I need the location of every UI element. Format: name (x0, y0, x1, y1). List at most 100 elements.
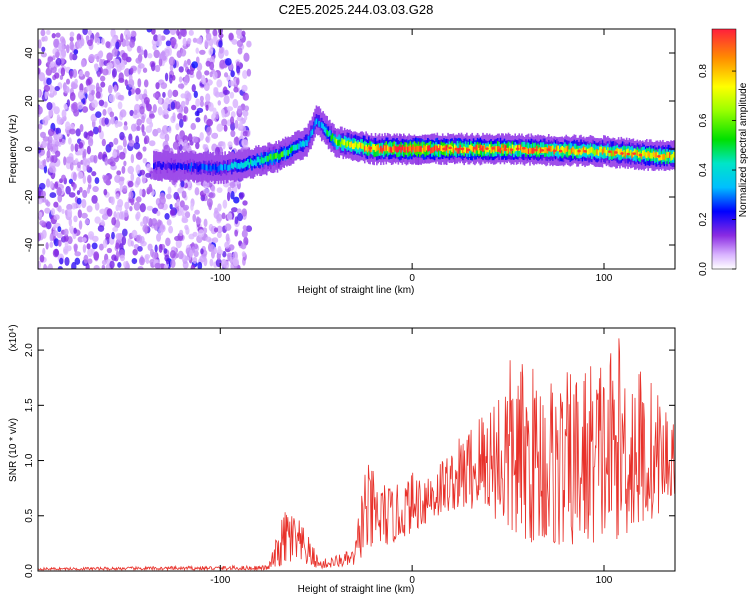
spectrogram-speckle (38, 89, 41, 98)
spectrogram-speckle (98, 151, 103, 160)
spectrogram-speckle (111, 217, 117, 226)
spectrogram-cell (327, 131, 330, 137)
spectrogram-speckle (44, 90, 48, 100)
spectrogram-speckle (154, 262, 162, 269)
spectrogram-speckle (159, 132, 167, 140)
spectrogram-speckle (138, 256, 145, 266)
spectrogram-speckle (63, 103, 68, 110)
spectrogram-cell (588, 148, 590, 155)
spectrogram-speckle (218, 46, 224, 54)
spectrogram-cell (494, 145, 496, 152)
spectrogram-cell (600, 146, 602, 153)
spectrogram-cell (389, 146, 392, 153)
spectrogram-speckle (100, 81, 106, 88)
spectrogram-speckle (188, 29, 194, 36)
spectrogram-cell (566, 145, 569, 152)
spectrogram-speckle (77, 161, 81, 169)
spectrogram-cell (333, 135, 335, 142)
spectrogram-cell (550, 146, 553, 152)
spectrogram-cell (545, 147, 547, 153)
spectrogram-speckle (45, 242, 49, 250)
spectrogram-speckle (239, 192, 244, 200)
spectrogram-speckle (112, 151, 118, 159)
spectrogram-speckle (228, 32, 234, 41)
spectrogram-speckle (45, 221, 52, 230)
spectrogram-speckle (141, 123, 145, 133)
spectrogram-speckle (129, 205, 133, 212)
spectrogram-cell (629, 149, 632, 156)
spectrogram-cell (299, 140, 302, 147)
spectrogram-cell (428, 145, 431, 151)
snr-panel: -100 0 100 0.0 0.5 1.0 1.5 2.0 Height of straig… (8, 324, 676, 595)
spectrogram-cell (388, 146, 390, 153)
spectrogram-speckle (158, 96, 163, 105)
spectrogram-cell (341, 138, 343, 151)
spectrogram-cell (278, 154, 280, 160)
spectrogram-speckle (136, 234, 143, 244)
spectrogram-speckle (175, 239, 182, 249)
spectrogram-cell (453, 144, 456, 151)
spectrogram-speckle (123, 160, 127, 167)
spectrogram-speckle (113, 58, 121, 68)
spectrogram-speckle (231, 38, 238, 45)
snr-ylabel: SNR (10 * v/v) (8, 418, 19, 482)
spectrogram-cell (355, 142, 358, 149)
snr-ytick-label: 0.5 (24, 508, 35, 522)
spectrogram-cell (647, 150, 649, 157)
spectrogram-speckle (38, 72, 46, 82)
spectrogram-cell (184, 164, 186, 170)
spectrogram-peak (466, 148, 471, 152)
spectrogram-speckle (86, 164, 90, 171)
spectrogram-cell (492, 147, 495, 154)
spectrogram-cell (345, 142, 347, 148)
spectrogram-cell (213, 164, 216, 171)
spectrogram-cell (208, 163, 210, 170)
spectrogram-cell (190, 162, 193, 169)
spectrogram-cell (619, 149, 621, 156)
spectrogram-cell (396, 147, 398, 153)
spectrogram-peak (479, 147, 483, 151)
spectrogram-speckle (38, 260, 42, 269)
spectrogram-speckle (106, 247, 113, 254)
spectrogram-speckle (128, 133, 133, 142)
spectrogram-cell (217, 165, 220, 172)
spectrogram-speckle (182, 37, 187, 47)
spectrogram-cell (240, 161, 243, 168)
spectrogram-speckle (194, 209, 200, 215)
spectrogram-speckle (216, 79, 223, 88)
spectrogram-cell (478, 147, 480, 154)
spectrogram-speckle (245, 225, 253, 233)
spectrogram-speckle (113, 84, 118, 93)
spectrogram-speckle (53, 201, 59, 208)
spectrogram-speckle (195, 47, 199, 54)
spectrogram-speckle (135, 93, 140, 102)
spectrogram-data (38, 29, 675, 269)
spectrogram-speckle (242, 110, 249, 117)
spectrogram-cell (470, 144, 472, 151)
spectrogram-speckle (191, 104, 197, 111)
spectrogram-speckle (194, 187, 200, 196)
spectrogram-speckle (118, 72, 124, 82)
spectrogram-speckle (56, 133, 63, 140)
snr-ytick-label: 1.0 (24, 453, 35, 467)
spectrogram-speckle (38, 39, 42, 49)
spectrogram-speckle (110, 38, 117, 47)
spectrogram-speckle (56, 114, 61, 122)
spectrogram-speckle (46, 150, 51, 159)
snr-ytick-label: 0.0 (24, 564, 35, 578)
spectrogram-speckle (193, 90, 198, 99)
spectrogram-speckle (73, 243, 78, 251)
spectrogram-speckle (118, 211, 124, 220)
spectrogram-cell (307, 136, 310, 142)
spectrogram-cell (358, 141, 361, 148)
spectrogram-speckle (165, 193, 172, 200)
spectrogram-speckle (49, 192, 57, 199)
spectrogram-speckle (58, 42, 65, 52)
spectrogram-cell (506, 147, 508, 154)
spectrogram-cell (365, 144, 367, 151)
spectrogram-speckle (115, 233, 122, 240)
spectrogram-cell (380, 145, 382, 152)
spectrogram-speckle (222, 199, 228, 209)
spectrogram-speckle (115, 242, 120, 250)
spectrogram-speckle (150, 62, 156, 72)
